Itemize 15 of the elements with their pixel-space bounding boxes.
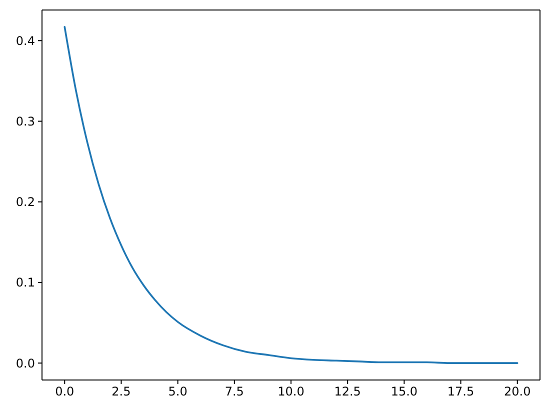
line-series [64, 26, 518, 364]
x-tick-label: 0.0 [55, 384, 74, 399]
y-tick-label: 0.0 [16, 356, 35, 370]
x-tick-label: 20.0 [504, 384, 531, 399]
x-tick-label: 10.0 [278, 384, 304, 399]
x-tick-label: 2.5 [112, 384, 131, 399]
y-tick-label: 0.4 [16, 34, 35, 48]
y-tick-label: 0.3 [16, 114, 35, 128]
x-tick-label: 12.5 [334, 384, 361, 399]
x-tick-label: 15.0 [390, 384, 418, 399]
x-tick-label: 5.0 [168, 384, 188, 399]
y-tick-label: 0.2 [16, 195, 35, 210]
x-tick-label: 7.5 [224, 384, 244, 399]
y-tick-label: 0.1 [16, 276, 35, 290]
x-tick-label: 17.5 [447, 384, 474, 399]
